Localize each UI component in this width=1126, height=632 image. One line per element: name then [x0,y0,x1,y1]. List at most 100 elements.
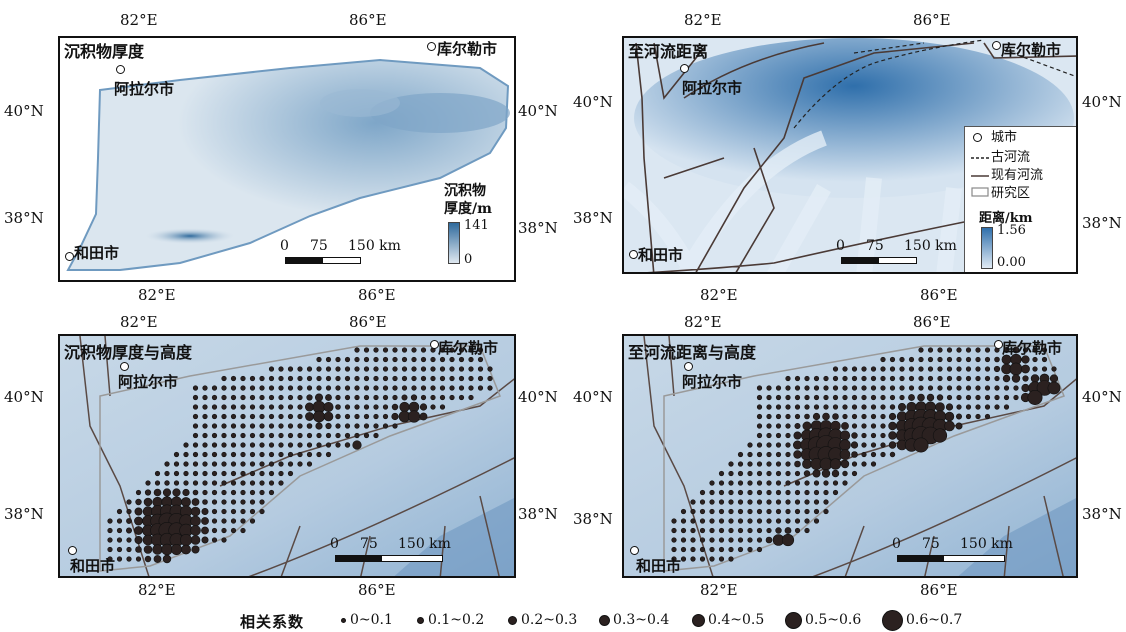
correlation-dot [775,470,782,477]
correlation-dot [785,413,791,420]
correlation-dot [793,450,802,459]
correlation-dot [240,451,246,458]
correlation-dot [927,385,934,391]
correlation-dot [861,394,867,401]
correlation-dot [439,375,446,382]
correlation-dot [392,423,398,429]
correlation-dot [373,394,379,401]
correlation-dot [965,385,972,391]
correlation-dot [240,385,246,391]
correlation-dot [230,442,237,448]
correlation-dot [956,366,962,372]
correlation-dot [134,526,143,535]
city-marker [630,546,639,555]
correlation-dot [812,469,821,478]
correlation-dot [908,356,915,363]
correlation-dot [756,413,763,420]
correlation-dot [306,423,313,429]
correlation-dot [259,423,265,429]
correlation-dot [221,451,227,458]
correlation-dot [747,480,753,486]
correlation-dot [794,404,801,410]
correlation-dot [382,366,389,372]
correlation-dot [794,508,801,515]
correlation-dot [908,375,915,382]
correlation-dot [382,404,389,410]
correlation-dot [287,375,294,382]
correlation-dot [180,534,193,547]
correlation-dot [935,402,945,412]
correlation-dot [804,385,810,391]
lat-tick-38n: 38°N [4,209,44,227]
correlation-dot [201,517,209,525]
correlation-dot [411,375,417,382]
correlation-dot [794,518,801,524]
correlation-dot [937,356,943,363]
correlation-dot [259,470,265,477]
correlation-dot [173,470,180,477]
correlation-dot [392,366,398,372]
correlation-dots [107,347,493,564]
correlation-dot [268,432,275,439]
correlation-dot [851,461,858,467]
correlation-dot [813,508,820,515]
correlation-dot [756,546,763,553]
correlation-dot [842,394,848,401]
correlation-dot [190,535,201,545]
correlation-dot [1021,383,1030,393]
correlation-dot [259,404,265,410]
lat-tick-38n: 38°N [573,209,613,227]
correlation-dot [202,480,208,486]
correlation-dot [259,508,265,515]
correlation-dot [842,480,848,486]
correlation-dot [839,430,851,441]
correlation-dot [190,506,201,517]
correlation-dot [937,347,943,353]
correlation-dot [888,431,897,440]
correlation-dot [1003,347,1010,354]
correlation-dot [756,404,763,410]
correlation-dot [709,499,715,505]
correlation-dot [230,385,237,391]
correlation-dot [1003,385,1010,391]
correlation-dot [363,394,370,401]
correlation-dot [240,461,246,467]
correlation-dot [889,394,896,401]
correlation-dot [728,537,734,543]
correlation-dot [965,413,972,420]
correlation-dot [937,375,943,382]
correlation-dot [191,498,200,506]
correlation-dot [419,412,428,421]
correlation-dot [240,375,246,382]
correlation-dot [240,404,246,410]
correlation-dot [287,432,294,439]
correlation-dot [1009,362,1023,376]
correlation-dot [699,556,706,562]
correlation-dot [183,470,189,477]
correlation-dot [728,461,734,467]
correlation-dot [680,556,687,562]
correlation-dot [1030,374,1040,383]
correlation-dot [831,469,840,478]
correlation-dot [813,518,820,524]
correlation-dot [249,480,256,486]
correlation-dot [335,385,341,391]
correlation-dot [756,508,763,515]
correlation-dot [870,423,877,429]
correlation-dot [756,442,763,448]
correlation-dot [278,461,284,467]
correlation-dot [1002,374,1011,383]
correlation-dot [201,536,209,544]
lon-tick-82e: 82°E [120,11,158,29]
correlation-dot [870,366,877,372]
correlation-dot [373,366,379,372]
correlation-dot [183,442,189,448]
correlation-dot [927,366,934,372]
correlation-dot [728,556,734,562]
correlation-dot [287,451,294,458]
correlation-dot [297,385,303,391]
correlation-dot [728,470,734,477]
correlation-dot [171,544,183,556]
correlation-dot [756,489,763,496]
correlation-dot [420,394,427,401]
